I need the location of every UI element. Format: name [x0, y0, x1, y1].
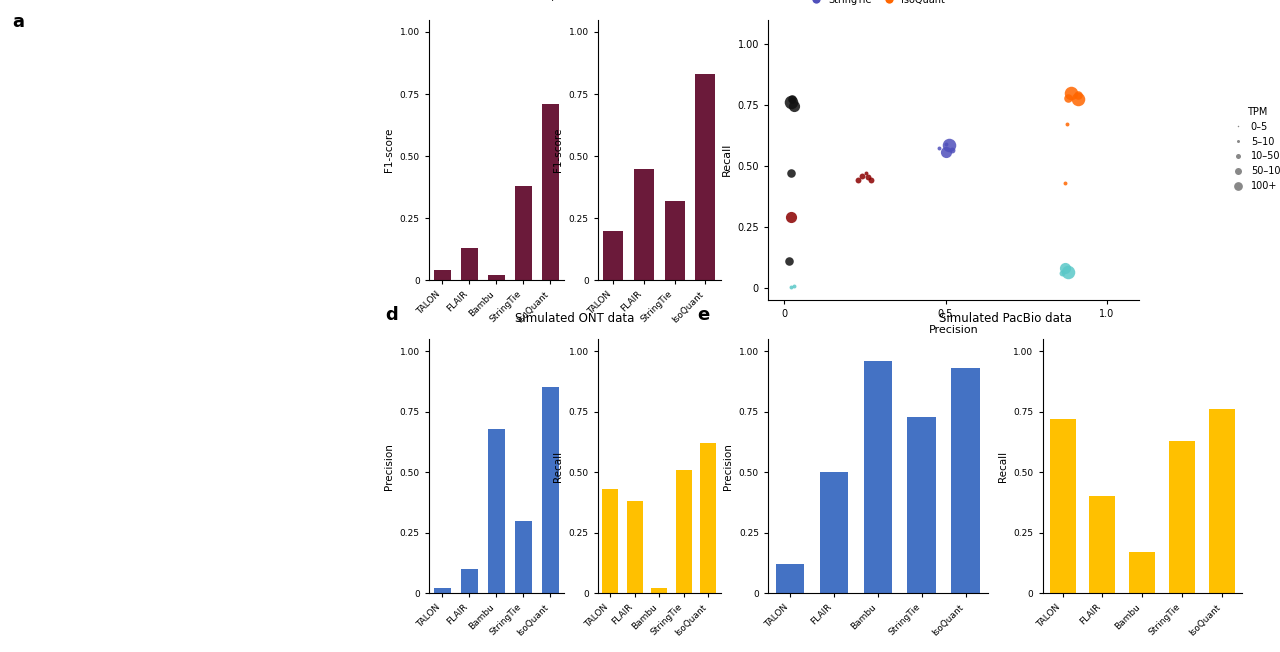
Text: Simulated ONT data: Simulated ONT data [515, 312, 635, 325]
Point [782, 95, 803, 105]
Point [783, 100, 804, 111]
Bar [652, 589, 667, 593]
Point [1051, 268, 1071, 278]
Point [936, 147, 956, 158]
Point [856, 168, 877, 179]
Point [861, 175, 882, 186]
Bar [515, 186, 532, 280]
Bar [603, 231, 623, 280]
Point [858, 171, 878, 182]
Bar [461, 248, 479, 280]
Point [783, 280, 804, 291]
Text: e: e [698, 306, 710, 324]
Bar [602, 489, 618, 593]
Point [781, 168, 801, 179]
Point [929, 142, 950, 153]
Bar [461, 569, 479, 593]
Point [936, 139, 956, 149]
Bar [695, 74, 716, 280]
Point [778, 256, 799, 266]
Point [1059, 93, 1079, 103]
Point [851, 170, 872, 181]
Bar [1210, 409, 1235, 593]
Point [849, 175, 869, 186]
Bar [541, 387, 559, 593]
Bar [951, 368, 980, 593]
Bar [434, 589, 451, 593]
Point [781, 281, 801, 291]
Point [781, 212, 801, 222]
Y-axis label: Precision: Precision [384, 443, 394, 490]
Y-axis label: Recall: Recall [553, 451, 563, 482]
Bar [1170, 441, 1196, 593]
Y-axis label: F1-score: F1-score [553, 128, 563, 172]
Bar [1129, 552, 1156, 593]
Point [1055, 263, 1075, 273]
Bar [1089, 496, 1115, 593]
Bar [515, 521, 532, 593]
Text: Simulated PacBio data: Simulated PacBio data [938, 312, 1071, 325]
Text: b: b [385, 0, 398, 4]
Y-axis label: Precision: Precision [723, 443, 733, 490]
Bar [819, 472, 849, 593]
Y-axis label: Recall: Recall [998, 451, 1007, 482]
Bar [627, 501, 643, 593]
Bar [488, 275, 506, 280]
Point [938, 140, 959, 151]
Point [1068, 94, 1088, 104]
Y-axis label: Recall: Recall [722, 143, 732, 177]
Text: F1-score, simulated data: F1-score, simulated data [502, 0, 648, 3]
Point [1059, 267, 1079, 277]
Point [1061, 87, 1082, 98]
Bar [776, 564, 804, 593]
Bar [434, 271, 451, 280]
Bar [634, 169, 654, 280]
X-axis label: Precision: Precision [929, 325, 978, 334]
Bar [700, 443, 717, 593]
Bar [676, 470, 691, 593]
Bar [664, 201, 685, 280]
Text: d: d [385, 306, 398, 324]
Point [942, 145, 963, 155]
Bar [488, 428, 506, 593]
Y-axis label: F1-score: F1-score [384, 128, 394, 172]
Point [1056, 119, 1076, 130]
Text: a: a [12, 13, 24, 31]
Bar [541, 104, 559, 280]
Point [1055, 178, 1075, 188]
Bar [908, 417, 936, 593]
Legend: 0–5, 5–10, 10–50, 50–100, 100+: 0–5, 5–10, 10–50, 50–100, 100+ [1225, 103, 1280, 195]
Point [781, 97, 801, 108]
Point [782, 94, 803, 104]
Bar [864, 361, 892, 593]
Point [1068, 90, 1088, 100]
Bar [1050, 419, 1075, 593]
